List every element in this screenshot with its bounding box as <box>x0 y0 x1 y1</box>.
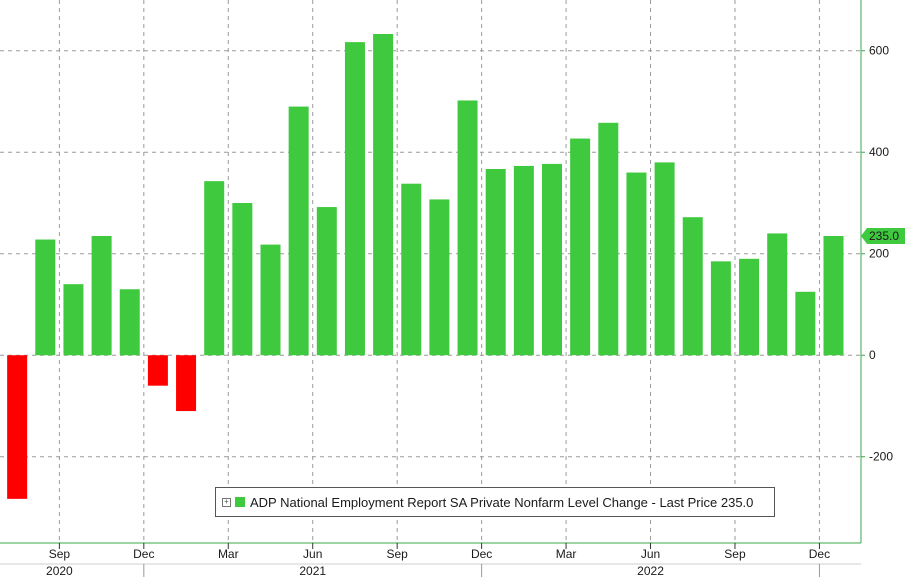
bar <box>457 100 478 356</box>
y-tick-label: 400 <box>869 145 889 159</box>
legend[interactable]: + ADP National Employment Report SA Priv… <box>215 487 775 517</box>
bar <box>91 235 112 356</box>
bar <box>429 199 450 356</box>
legend-text: ADP National Employment Report SA Privat… <box>250 494 754 510</box>
legend-toggle-icon[interactable]: + <box>222 497 231 507</box>
x-tick-label: Sep <box>49 547 71 561</box>
bar <box>739 258 760 356</box>
bar <box>654 162 675 356</box>
year-label: 2021 <box>299 564 326 577</box>
bar <box>232 202 253 356</box>
bar <box>204 181 225 356</box>
bar <box>513 165 534 356</box>
bar <box>795 291 816 356</box>
x-tick-label: Sep <box>386 547 408 561</box>
bar <box>35 239 56 356</box>
x-tick-label: Dec <box>133 547 154 561</box>
year-label: 2020 <box>46 564 73 577</box>
bar <box>288 106 309 356</box>
bar <box>147 355 168 386</box>
x-tick-label: Jun <box>641 547 660 561</box>
y-tick-label: -200 <box>869 450 893 464</box>
bar <box>767 233 788 356</box>
x-tick-label: Dec <box>471 547 492 561</box>
bar <box>570 138 591 356</box>
bar <box>485 168 506 356</box>
bar <box>7 355 28 499</box>
bar <box>542 163 562 356</box>
x-tick-label: Mar <box>556 547 577 561</box>
bar <box>260 244 281 356</box>
x-tick-label: Sep <box>724 547 746 561</box>
bar <box>710 261 731 356</box>
bar <box>176 355 197 412</box>
y-tick-label: 200 <box>869 247 889 261</box>
bar <box>344 42 365 356</box>
year-label: 2022 <box>637 564 664 577</box>
last-price-label: 235.0 <box>869 229 899 243</box>
y-tick-label: 0 <box>869 348 876 362</box>
x-tick-label: Mar <box>218 547 239 561</box>
bar <box>119 289 140 356</box>
bar <box>63 284 84 356</box>
bar <box>316 207 337 356</box>
x-tick-label: Jun <box>303 547 322 561</box>
last-price-badge <box>861 227 905 244</box>
legend-swatch <box>235 497 245 507</box>
bar <box>823 235 844 356</box>
x-tick-label: Dec <box>809 547 830 561</box>
bar <box>401 183 422 356</box>
y-tick-label: 600 <box>869 44 889 58</box>
bar <box>598 122 619 356</box>
bar <box>682 217 703 356</box>
bar <box>626 172 647 356</box>
bar <box>373 34 394 356</box>
